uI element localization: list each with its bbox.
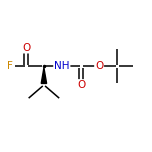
Text: O: O	[95, 61, 103, 71]
Text: F: F	[7, 61, 13, 71]
Text: NH: NH	[54, 61, 70, 71]
Polygon shape	[41, 68, 47, 83]
Text: O: O	[22, 43, 30, 53]
Text: O: O	[77, 80, 85, 90]
